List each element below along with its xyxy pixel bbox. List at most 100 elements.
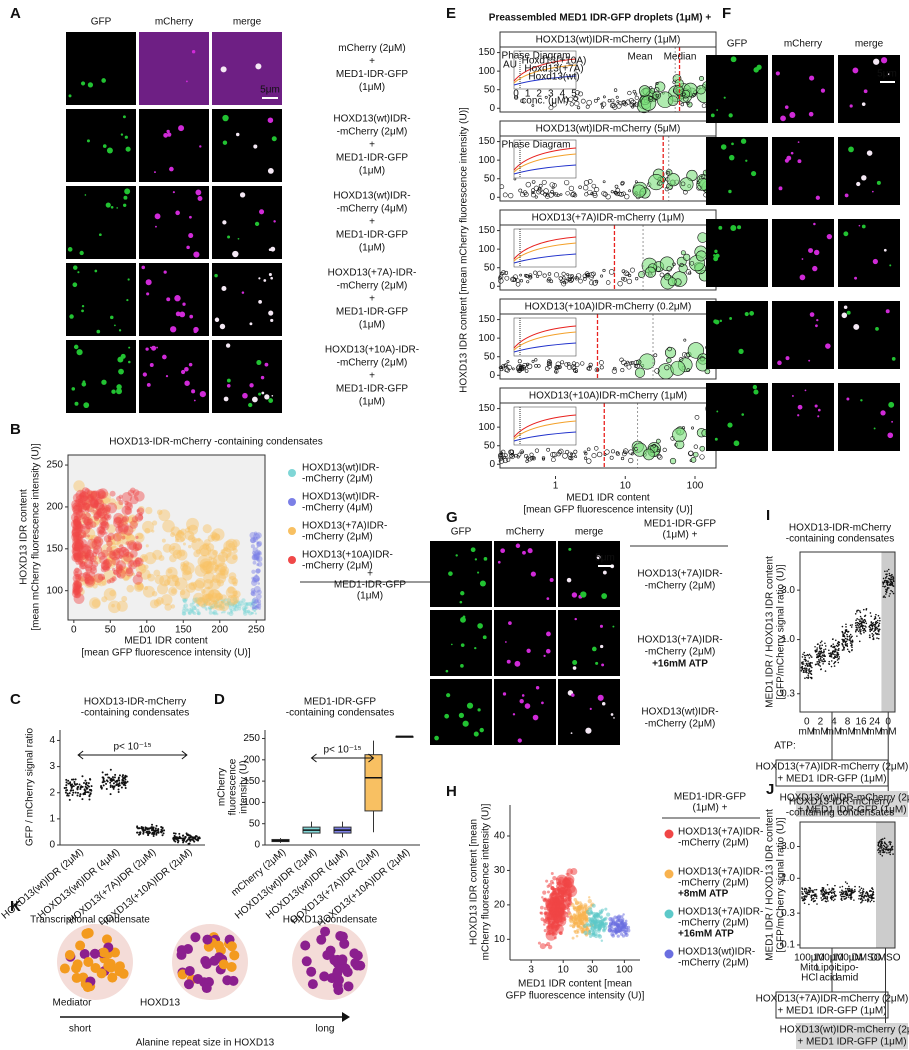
point [185,836,187,838]
point [99,556,107,564]
point [885,582,887,584]
point [846,894,848,896]
point [192,836,194,838]
point [588,907,592,911]
point [181,565,191,575]
droplet [600,645,603,648]
molecule [350,958,360,968]
point [872,623,874,625]
point [594,99,597,102]
droplet [842,313,848,319]
legend-footer: (1μM) [357,591,383,602]
point [621,926,624,929]
micrograph [66,263,136,336]
point [889,573,891,575]
point [884,570,886,572]
point [86,782,88,784]
point [892,853,894,855]
droplet [731,56,737,62]
label: [mean GFP fluorescence intensity (U)] [523,505,693,516]
point [102,576,105,579]
point [862,628,864,630]
point [158,832,160,834]
column-header: GFP [91,17,112,28]
point [816,649,818,651]
point [80,786,82,788]
point [580,362,584,366]
y-tick-label: 150 [478,403,495,414]
point [565,450,569,454]
legend-swatch [665,910,674,919]
point [859,641,861,643]
droplet [505,641,507,643]
point [819,662,821,664]
micrograph [558,541,620,607]
legend-footer: MED1-IDR-GFP [334,580,407,591]
point [888,569,890,571]
point [801,670,803,672]
point [835,639,837,641]
droplet [184,380,189,385]
point [820,893,822,895]
point [633,185,646,198]
point [837,659,839,661]
point [848,891,850,893]
droplet [189,315,193,319]
point [152,829,154,831]
point [600,919,603,922]
droplet [526,649,530,653]
droplet [143,372,147,376]
droplet [215,318,219,322]
inset [514,229,576,267]
droplet [94,270,97,273]
label: MED1 IDR content [566,493,650,504]
point [821,890,823,892]
droplet [126,147,131,152]
point [193,605,196,608]
annotation: p< 10⁻¹⁵ [113,742,151,753]
point [809,657,811,659]
inset-tick: 5 [571,89,577,100]
droplet [118,369,124,375]
point [882,581,884,583]
droplet [872,191,874,193]
y-tick-label: 2 [49,787,55,798]
droplet [189,363,193,367]
point [638,271,644,277]
point [656,439,660,443]
point [532,360,534,362]
point [197,838,199,840]
point [879,617,881,619]
point [805,660,807,662]
point [860,616,862,618]
point [110,793,112,795]
point [153,835,155,837]
legend-swatch [288,527,296,535]
point [163,832,165,834]
point [149,832,151,834]
point [832,651,834,653]
condition-label: (1μM) [359,82,385,93]
droplet [873,259,878,264]
point [603,96,605,98]
label: GFP fluorescence intensity (U)] [506,991,645,1002]
legend-swatch [665,870,674,879]
point [552,904,556,908]
condition-label: + [369,140,375,151]
micrograph [838,301,900,369]
point [77,536,80,539]
micrograph [139,109,209,182]
axis-label: ATP: [774,741,795,752]
point [506,458,510,462]
point [888,578,890,580]
point [821,644,823,646]
droplet [116,388,122,394]
point [861,896,863,898]
droplet [730,225,736,231]
droplet [163,133,168,138]
legend-label: +16mM ATP [678,929,734,940]
point [834,898,836,900]
point [162,539,166,543]
point [811,670,813,672]
droplet [721,144,727,150]
